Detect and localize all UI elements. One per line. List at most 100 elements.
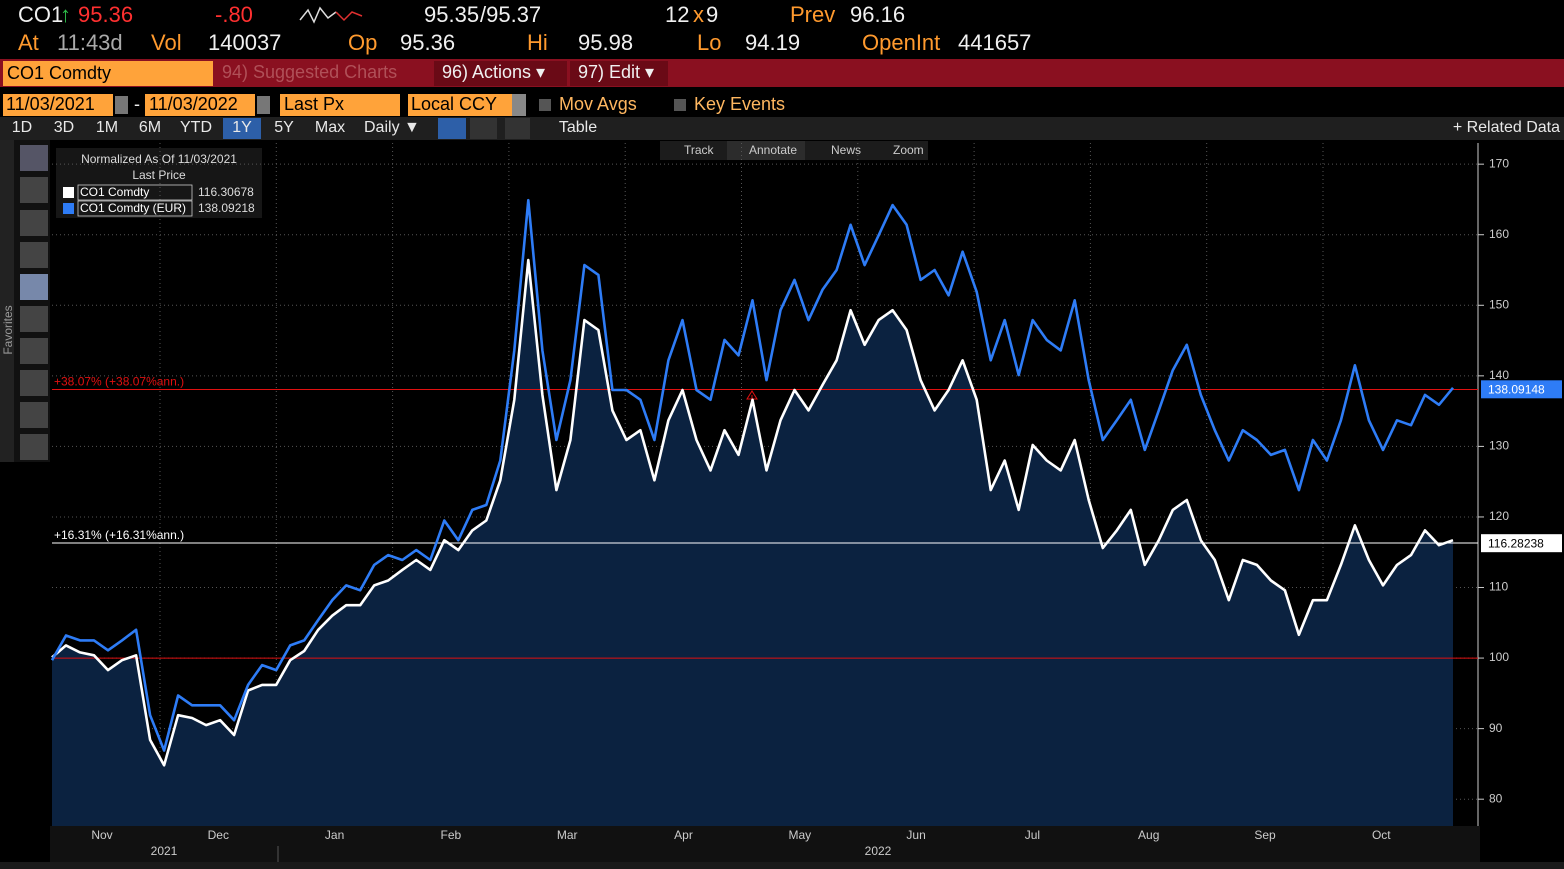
label: Vol	[151, 30, 182, 55]
label: 2021	[151, 844, 178, 858]
label: 96) Actions ▾	[442, 62, 545, 82]
label: CO1	[18, 2, 63, 27]
last-value-box	[1481, 534, 1562, 553]
last-value-box	[1481, 380, 1562, 399]
range-bar	[0, 117, 1564, 140]
dropdown[interactable]	[505, 118, 530, 139]
label: /95.37	[480, 2, 541, 27]
label: Mar	[557, 828, 578, 842]
x-axis-bar	[50, 826, 1480, 862]
tool-icon[interactable]	[20, 338, 48, 364]
sparkline	[335, 11, 363, 22]
side-tab[interactable]	[0, 140, 14, 462]
label: Key Events	[694, 94, 785, 114]
label: -.80	[215, 2, 253, 27]
label: Sep	[1254, 828, 1276, 842]
label: 441657	[958, 30, 1031, 55]
line-chart-icon[interactable]	[438, 118, 466, 139]
label[interactable]: Max	[315, 119, 345, 136]
start-date-box[interactable]	[3, 94, 113, 116]
label: Jan	[325, 828, 344, 842]
label: Last Price	[132, 168, 186, 182]
currency-box[interactable]	[408, 94, 512, 116]
label[interactable]: YTD	[180, 119, 212, 136]
label[interactable]: + Related Data	[1453, 119, 1560, 136]
label: 94) Suggested Charts	[222, 62, 397, 82]
label: 138.09218	[198, 201, 255, 215]
tool-icon[interactable]	[20, 434, 48, 460]
label: Aug	[1138, 828, 1159, 842]
tool-icon[interactable]	[20, 145, 48, 171]
label[interactable]: Zoom	[893, 143, 924, 157]
label: 116.28238	[1488, 536, 1544, 550]
label[interactable]: Annotate	[749, 143, 797, 157]
label: Local CCY	[411, 94, 497, 114]
label: +38.07% (+38.07%ann.)	[54, 375, 184, 389]
label: Lo	[697, 30, 721, 55]
calendar-icon[interactable]	[257, 96, 270, 114]
legend-name-box	[77, 184, 193, 201]
label[interactable]: Track	[684, 143, 715, 157]
label: Apr	[674, 828, 693, 842]
label: 140	[1489, 368, 1509, 382]
legend-name-box	[77, 200, 193, 217]
tool-icon[interactable]	[20, 370, 48, 396]
label: At	[18, 30, 39, 55]
label[interactable]: 1D	[12, 119, 32, 136]
label[interactable]: 6M	[139, 119, 161, 136]
label[interactable]: 3D	[54, 119, 74, 136]
legend-swatch	[63, 203, 74, 214]
edit-button[interactable]	[570, 61, 668, 86]
label: May	[788, 828, 811, 842]
label: CO1 Comdty	[80, 185, 149, 199]
label[interactable]: 1Y	[232, 119, 252, 136]
label: 170	[1489, 156, 1509, 170]
field-box[interactable]	[280, 94, 400, 116]
line	[51, 258, 1454, 767]
tool-icons	[20, 145, 48, 460]
label: Oct	[1372, 828, 1391, 842]
checkbox[interactable]	[674, 99, 686, 111]
tool-icon[interactable]	[20, 306, 48, 332]
security-box[interactable]	[3, 61, 213, 86]
end-date-box[interactable]	[145, 94, 255, 116]
label: Hi	[527, 30, 548, 55]
dropdown[interactable]	[512, 94, 526, 116]
tool-icon[interactable]	[20, 242, 48, 268]
label: 11/03/2022	[149, 94, 238, 114]
label: 80	[1489, 791, 1503, 805]
label: 110	[1489, 580, 1508, 594]
footer	[0, 862, 1564, 869]
label: 96.16	[850, 2, 905, 27]
tool-icon[interactable]	[20, 402, 48, 428]
label: Prev	[790, 2, 835, 27]
sparkline	[299, 6, 337, 24]
label: 11:43d	[57, 30, 123, 55]
selected-range	[223, 118, 261, 139]
label: Favorites	[1, 305, 15, 354]
label: Feb	[441, 828, 462, 842]
actions-button[interactable]	[434, 61, 567, 86]
label: 97) Edit ▾	[578, 62, 654, 82]
checkbox[interactable]	[539, 99, 551, 111]
label[interactable]: 1M	[96, 119, 118, 136]
label: Op	[348, 30, 377, 55]
calendar-icon[interactable]	[115, 96, 128, 114]
tool-icon[interactable]	[20, 177, 48, 203]
label: 12	[665, 2, 689, 27]
label: Mov Avgs	[559, 94, 637, 114]
tool-icon[interactable]	[20, 210, 48, 236]
label: 11/03/2021	[6, 94, 95, 114]
label[interactable]: Table	[559, 119, 597, 136]
tool-icon[interactable]	[20, 274, 48, 300]
label: CO1 Comdty	[7, 63, 111, 83]
label[interactable]: News	[831, 143, 861, 157]
menu-bar	[0, 59, 1564, 87]
label: 120	[1489, 509, 1509, 523]
bar-chart-icon[interactable]	[470, 118, 497, 139]
label[interactable]: 5Y	[274, 119, 294, 136]
label: 100	[1489, 650, 1509, 664]
label[interactable]: Daily ▼	[364, 119, 420, 136]
label: 140037	[208, 30, 281, 55]
label: +16.31% (+16.31%ann.)	[54, 528, 184, 542]
